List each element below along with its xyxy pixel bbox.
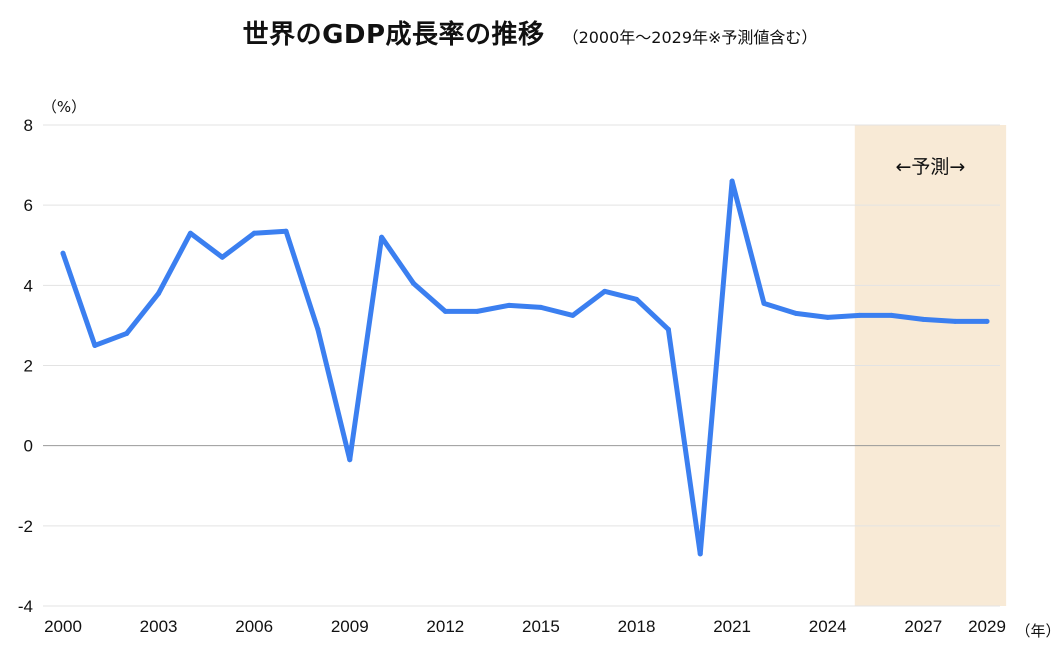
x-tick-label: 2018 bbox=[618, 617, 656, 636]
y-tick-label: -2 bbox=[18, 517, 33, 536]
data-point bbox=[984, 318, 990, 324]
data-point bbox=[761, 300, 767, 306]
x-tick-label: 2009 bbox=[331, 617, 369, 636]
chart-subtitle: （2000年〜2029年※予測値含む） bbox=[562, 28, 818, 47]
y-unit-label: （%） bbox=[42, 98, 86, 116]
data-point bbox=[60, 250, 66, 256]
data-point bbox=[602, 288, 608, 294]
data-point bbox=[156, 290, 162, 296]
data-point bbox=[506, 302, 512, 308]
y-tick-label: 2 bbox=[24, 357, 33, 376]
x-tick-label: 2003 bbox=[140, 617, 178, 636]
x-tick-label: 2000 bbox=[44, 617, 82, 636]
data-point bbox=[952, 318, 958, 324]
x-tick-label: 2027 bbox=[904, 617, 942, 636]
data-point bbox=[697, 551, 703, 557]
data-point bbox=[315, 326, 321, 332]
data-point bbox=[474, 308, 480, 314]
x-tick-label: 2012 bbox=[426, 617, 464, 636]
data-point bbox=[857, 312, 863, 318]
data-point bbox=[634, 296, 640, 302]
y-tick-label: 4 bbox=[24, 276, 33, 295]
data-point bbox=[538, 304, 544, 310]
x-tick-label: 2029 bbox=[968, 617, 1006, 636]
forecast-label: ←予測→ bbox=[896, 156, 966, 178]
x-tick-label: 2024 bbox=[809, 617, 847, 636]
y-tick-label: 8 bbox=[24, 116, 33, 135]
data-point bbox=[825, 314, 831, 320]
data-point bbox=[379, 234, 385, 240]
data-point bbox=[793, 310, 799, 316]
data-point bbox=[920, 316, 926, 322]
y-tick-label: 0 bbox=[24, 437, 33, 456]
y-tick-label: -4 bbox=[18, 597, 33, 616]
data-point bbox=[283, 228, 289, 234]
data-point bbox=[347, 457, 353, 463]
x-unit-label: （年） bbox=[1015, 622, 1060, 640]
data-point bbox=[888, 312, 894, 318]
data-point bbox=[665, 326, 671, 332]
data-point bbox=[124, 330, 130, 336]
x-tick-label: 2006 bbox=[235, 617, 273, 636]
data-point bbox=[92, 342, 98, 348]
data-point bbox=[570, 312, 576, 318]
x-tick-label: 2015 bbox=[522, 617, 560, 636]
y-tick-label: 6 bbox=[24, 196, 33, 215]
data-point bbox=[729, 178, 735, 184]
data-point bbox=[187, 230, 193, 236]
x-tick-label: 2021 bbox=[713, 617, 751, 636]
data-point bbox=[442, 308, 448, 314]
data-point bbox=[219, 254, 225, 260]
data-point bbox=[251, 230, 257, 236]
chart-title-row: 世界のGDP成長率の推移 （2000年〜2029年※予測値含む） bbox=[0, 14, 1060, 51]
chart-title: 世界のGDP成長率の推移 bbox=[242, 20, 545, 50]
data-point bbox=[410, 280, 416, 286]
series-line bbox=[60, 178, 990, 557]
